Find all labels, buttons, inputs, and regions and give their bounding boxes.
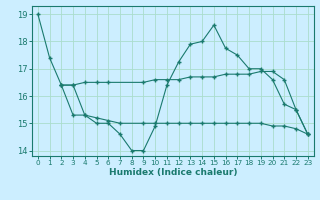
- X-axis label: Humidex (Indice chaleur): Humidex (Indice chaleur): [108, 168, 237, 177]
